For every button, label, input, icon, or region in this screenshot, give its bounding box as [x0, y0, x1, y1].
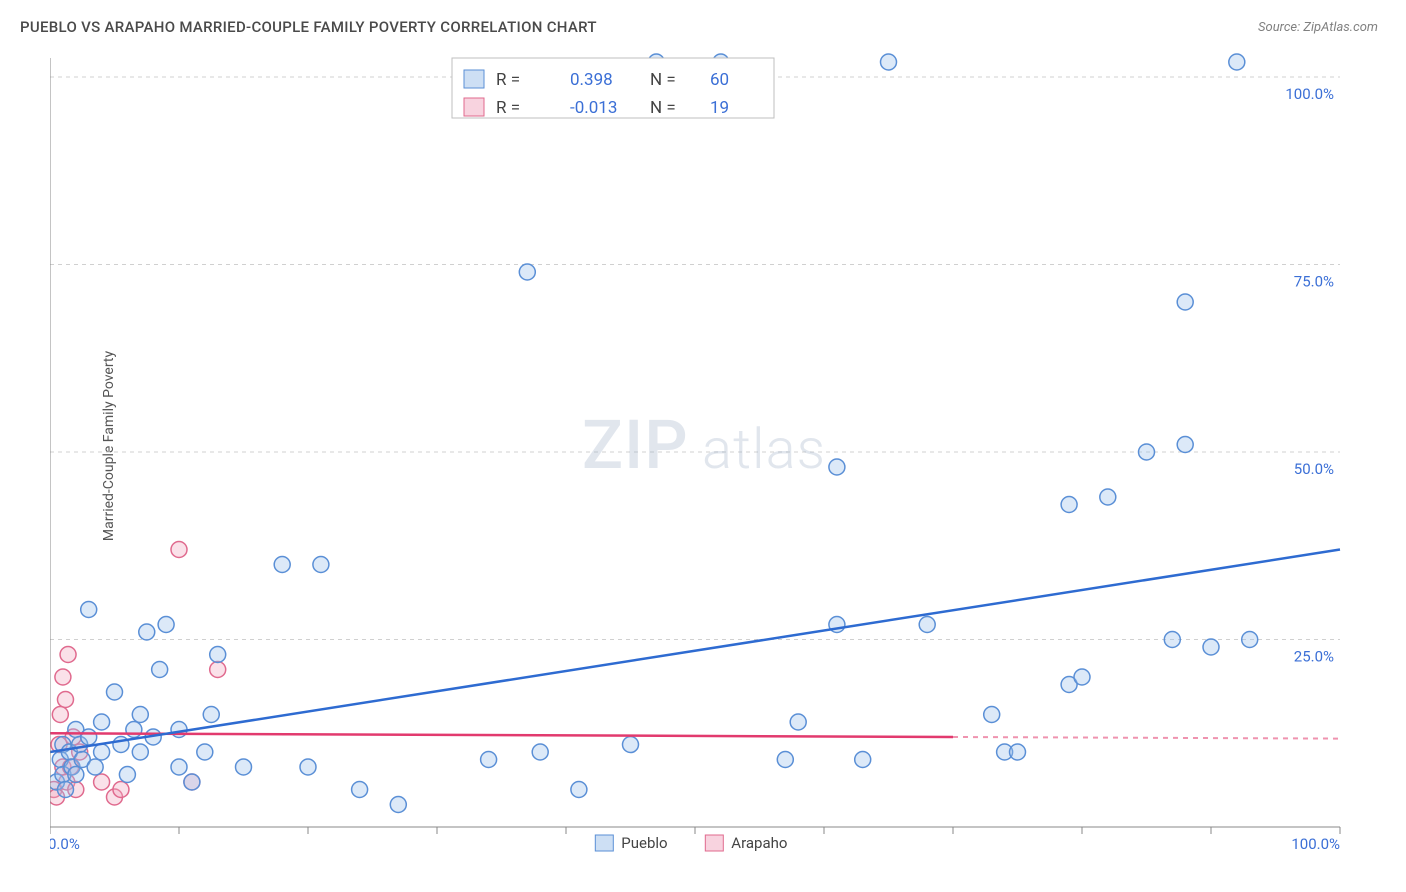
data-point	[81, 729, 97, 745]
scatter-plot-area: 25.0% 50.0% 75.0% 100.0% ZIPatlas 0.0% 100.0% R…	[50, 52, 1380, 852]
data-point	[1229, 54, 1245, 70]
data-point	[126, 722, 142, 738]
data-point	[139, 624, 155, 640]
data-point	[210, 662, 226, 678]
data-point	[790, 714, 806, 730]
data-point	[919, 617, 935, 633]
data-point	[55, 669, 71, 685]
data-point	[519, 264, 535, 280]
data-point	[132, 707, 148, 723]
data-point	[57, 782, 73, 798]
data-point	[274, 557, 290, 573]
data-point	[855, 752, 871, 768]
data-point	[152, 662, 168, 678]
data-point	[300, 759, 316, 775]
data-point	[81, 602, 97, 618]
data-point	[829, 459, 845, 475]
chart-title: PUEBLO VS ARAPAHO MARRIED-COUPLE FAMILY …	[20, 18, 597, 36]
stats-n-label: N =	[650, 98, 676, 118]
data-point	[119, 767, 135, 783]
data-point	[171, 759, 187, 775]
chart-svg: 25.0% 50.0% 75.0% 100.0% ZIPatlas 0.0% 100.0% R…	[50, 52, 1380, 852]
data-point	[87, 759, 103, 775]
data-point	[777, 752, 793, 768]
legend-label: Arapaho	[731, 834, 787, 852]
legend-swatch	[464, 70, 484, 88]
data-point	[210, 647, 226, 663]
data-point	[1010, 744, 1026, 760]
data-point	[532, 744, 548, 760]
legend-swatch	[595, 835, 613, 851]
stats-n-label: N =	[650, 70, 676, 90]
data-point	[984, 707, 1000, 723]
data-point	[1242, 632, 1258, 648]
data-point	[60, 647, 76, 663]
data-point	[203, 707, 219, 723]
legend-swatch	[705, 835, 723, 851]
data-point	[107, 684, 123, 700]
data-point	[1139, 444, 1155, 460]
data-point	[52, 707, 68, 723]
data-point	[94, 714, 110, 730]
data-point	[113, 782, 129, 798]
source-attribution: Source: ZipAtlas.com	[1258, 20, 1378, 35]
data-point	[1061, 497, 1077, 513]
data-point	[352, 782, 368, 798]
data-point	[481, 752, 497, 768]
data-point	[390, 797, 406, 813]
data-point	[571, 782, 587, 798]
y-tick-label: 75.0%	[1294, 273, 1334, 291]
data-point	[57, 692, 73, 708]
stats-r-label: R =	[496, 98, 520, 118]
data-point	[1177, 437, 1193, 453]
data-point	[184, 774, 200, 790]
y-tick-label: 50.0%	[1294, 460, 1334, 478]
stats-n-value: 60	[710, 70, 729, 90]
data-point	[197, 744, 213, 760]
data-point	[1203, 639, 1219, 655]
data-point	[881, 54, 897, 70]
stats-r-value: -0.013	[570, 98, 617, 118]
data-point	[1100, 489, 1116, 505]
data-point	[158, 617, 174, 633]
legend-label: Pueblo	[621, 834, 667, 852]
y-tick-label: 25.0%	[1294, 648, 1334, 666]
data-point	[236, 759, 252, 775]
data-point	[313, 557, 329, 573]
data-point	[1164, 632, 1180, 648]
watermark: ZIP	[582, 405, 689, 485]
x-tick-label: 0.0%	[50, 835, 80, 852]
trend-line	[50, 550, 1340, 753]
stats-n-value: 19	[710, 98, 729, 118]
x-tick-label: 100.0%	[1291, 835, 1340, 852]
y-tick-label: 100.0%	[1285, 85, 1334, 103]
watermark: atlas	[702, 416, 826, 482]
trend-line-dashed	[953, 737, 1340, 739]
data-point	[94, 744, 110, 760]
stats-r-value: 0.398	[570, 70, 613, 90]
data-point	[171, 722, 187, 738]
data-point	[623, 737, 639, 753]
data-point	[132, 744, 148, 760]
legend-swatch	[464, 98, 484, 116]
data-point	[1177, 294, 1193, 310]
data-point	[1074, 669, 1090, 685]
data-point	[171, 542, 187, 558]
data-point	[68, 767, 84, 783]
data-point	[94, 774, 110, 790]
stats-r-label: R =	[496, 70, 520, 90]
